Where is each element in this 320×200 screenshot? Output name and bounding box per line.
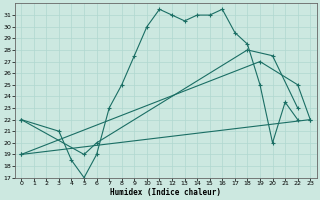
X-axis label: Humidex (Indice chaleur): Humidex (Indice chaleur) (110, 188, 221, 197)
